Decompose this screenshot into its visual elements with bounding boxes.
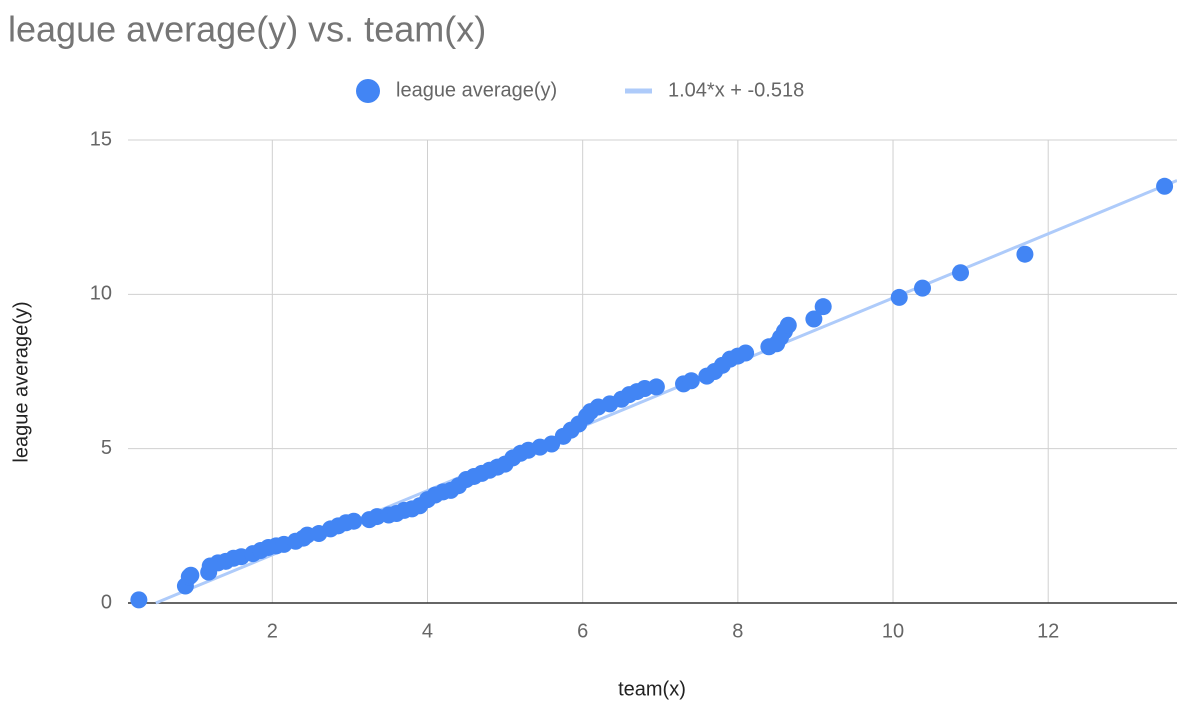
point	[890, 288, 908, 306]
y-tick-label: 5	[101, 437, 112, 459]
y-tick-label: 15	[90, 128, 112, 150]
x-tick-label: 6	[577, 620, 588, 642]
point	[952, 264, 970, 282]
point	[130, 591, 148, 609]
point	[814, 298, 832, 316]
x-tick-label: 8	[732, 620, 743, 642]
x-tick-label: 2	[267, 620, 278, 642]
point	[779, 316, 797, 334]
legend-marker	[356, 79, 380, 103]
point	[182, 566, 200, 584]
x-tick-label: 4	[422, 620, 433, 642]
point	[647, 378, 665, 396]
y-axis-label: league average(y)	[10, 301, 32, 462]
y-tick-label: 10	[90, 283, 112, 305]
point	[914, 279, 932, 297]
y-tick-label: 0	[101, 591, 112, 613]
x-tick-label: 10	[882, 620, 904, 642]
legend-label: 1.04*x + -0.518	[668, 79, 804, 101]
legend-label: league average(y)	[396, 79, 557, 101]
point	[345, 512, 363, 530]
x-tick-label: 12	[1037, 620, 1059, 642]
point	[805, 310, 823, 328]
chart-title: league average(y) vs. team(x)	[8, 9, 486, 50]
point	[1156, 177, 1174, 195]
point	[682, 372, 700, 390]
point	[1016, 245, 1034, 263]
x-axis-label: team(x)	[618, 678, 686, 700]
point	[737, 344, 755, 362]
